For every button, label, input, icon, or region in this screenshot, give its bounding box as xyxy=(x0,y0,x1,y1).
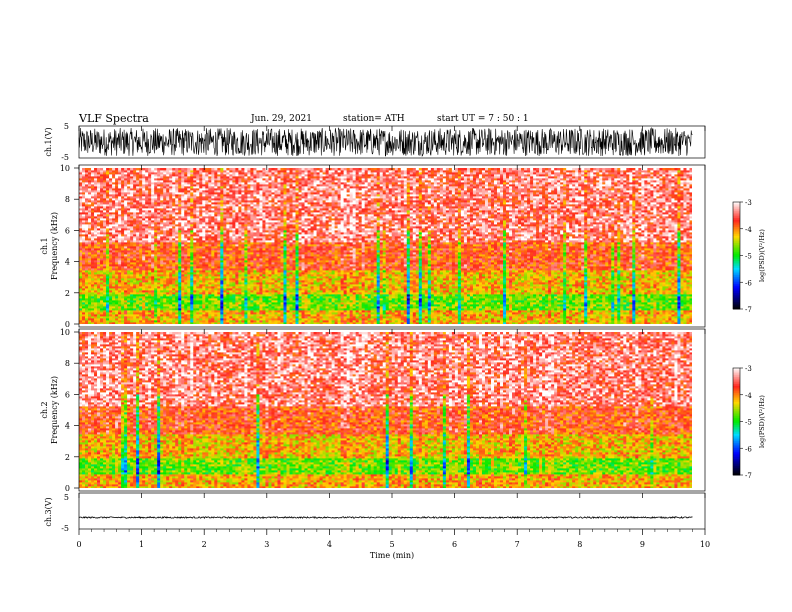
psd-cell xyxy=(262,168,265,170)
psd-cell xyxy=(118,168,121,170)
psd-cell xyxy=(220,168,223,170)
psd-cell xyxy=(112,168,115,170)
psd-cell xyxy=(229,168,232,170)
psd-cell xyxy=(172,168,175,170)
psd-cell xyxy=(109,168,112,170)
psd-cell xyxy=(121,168,124,170)
psd-cell xyxy=(184,168,187,170)
psd-cell xyxy=(166,168,169,170)
psd-cell xyxy=(211,168,214,170)
psd-cell xyxy=(85,168,88,170)
psd-cell xyxy=(199,168,202,170)
psd-cell xyxy=(178,168,181,170)
psd-cell xyxy=(151,168,154,170)
psd-cell xyxy=(124,168,127,170)
psd-cell xyxy=(214,168,217,170)
psd-cell xyxy=(82,168,85,170)
psd-cell xyxy=(145,168,148,170)
ch1-ytick-bottom: -5 xyxy=(61,153,69,162)
psd-cell xyxy=(154,168,157,170)
psd-cell xyxy=(223,168,226,170)
psd-cell xyxy=(244,168,247,170)
psd-cell xyxy=(193,168,196,170)
psd-cell xyxy=(160,168,163,170)
psd-cell xyxy=(100,168,103,170)
psd-cell xyxy=(127,168,130,170)
psd-cell xyxy=(265,168,268,170)
psd-cell xyxy=(88,168,91,170)
psd-cell xyxy=(157,168,160,170)
ch1-spectrogram-cells xyxy=(79,168,693,324)
psd-cell xyxy=(115,168,118,170)
psd-cell xyxy=(175,168,178,170)
psd-cell xyxy=(148,168,151,170)
psd-cell xyxy=(94,168,97,170)
psd-cell xyxy=(79,168,82,170)
psd-cell xyxy=(139,168,142,170)
psd-cell xyxy=(232,168,235,170)
psd-cell xyxy=(235,168,238,170)
psd-cell xyxy=(133,168,136,170)
ch1-waveform-trace xyxy=(79,128,693,156)
psd-cell xyxy=(238,168,241,170)
ch1-waveform-ylabel: ch.1(V) xyxy=(44,127,53,156)
psd-cell xyxy=(208,168,211,170)
psd-cell xyxy=(250,168,253,170)
psd-cell xyxy=(205,168,208,170)
psd-cell xyxy=(190,168,193,170)
psd-cell xyxy=(217,168,220,170)
psd-cell xyxy=(241,168,244,170)
psd-cell xyxy=(163,168,166,170)
ch1-ytick-top: 5 xyxy=(64,122,69,131)
psd-cell xyxy=(187,168,190,170)
psd-cell xyxy=(136,168,139,170)
psd-cell xyxy=(259,168,262,170)
psd-cell xyxy=(226,168,229,170)
psd-cell xyxy=(130,168,133,170)
psd-cell xyxy=(253,168,256,170)
psd-cell xyxy=(181,168,184,170)
psd-cell xyxy=(103,168,106,170)
psd-cell xyxy=(106,168,109,170)
psd-cell xyxy=(247,168,250,170)
psd-cell xyxy=(256,168,259,170)
psd-cell xyxy=(97,168,100,170)
psd-cell xyxy=(169,168,172,170)
psd-cell xyxy=(142,168,145,170)
psd-cell xyxy=(91,168,94,170)
psd-cell xyxy=(196,168,199,170)
ch1-waveform-panel: 5 -5 ch.1(V) xyxy=(44,122,705,162)
